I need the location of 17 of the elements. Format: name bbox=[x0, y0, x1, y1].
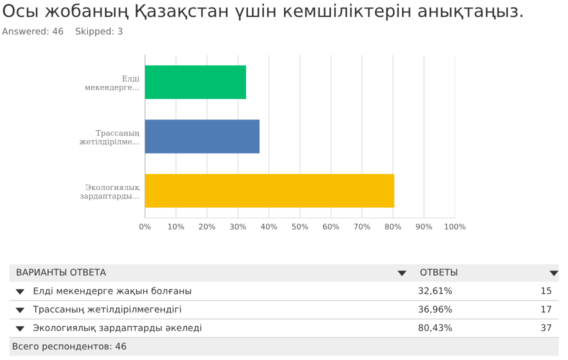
text: Трассаның жетілдірілмегендігі bbox=[32, 306, 181, 314]
bar bbox=[145, 174, 394, 208]
text: 15 bbox=[542, 287, 552, 294]
text: ВАРИАНТЫ ОТВЕТА bbox=[16, 268, 106, 276]
text: 36,96% bbox=[418, 306, 452, 314]
bar bbox=[145, 120, 260, 154]
bar bbox=[145, 65, 246, 100]
text: 32,61% bbox=[418, 287, 452, 296]
text: 17 bbox=[542, 306, 552, 312]
text: 80,43% bbox=[418, 324, 452, 332]
text: 37 bbox=[541, 324, 552, 332]
text: Экологиялық зардаптарды әкеледі bbox=[33, 324, 202, 333]
text: Answered: 46 Skipped: 3 bbox=[2, 28, 122, 36]
text: Елді мекендерге жақын болғаны bbox=[34, 287, 192, 296]
text: ОТВЕТЫ bbox=[420, 268, 458, 276]
chart-title: Осы жобаның Қазақстан үшін кемшіліктерін анықтаңыз. bbox=[2, 3, 522, 21]
text: Всего респондентов: 46 bbox=[12, 342, 126, 352]
